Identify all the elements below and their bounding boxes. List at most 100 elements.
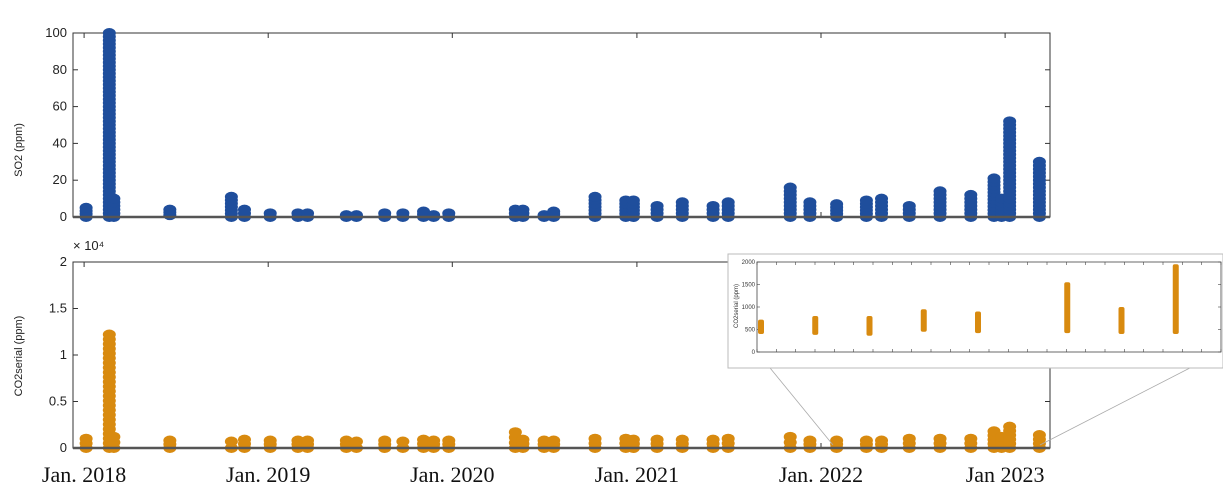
data-point — [675, 197, 689, 208]
data-point — [349, 436, 363, 447]
data-point-group — [803, 197, 817, 222]
inset-y-axis-label: CO2serial (ppm) — [734, 284, 740, 328]
data-point — [650, 200, 664, 211]
inset-bar — [920, 309, 927, 332]
data-point — [224, 436, 238, 447]
data-point-group — [588, 191, 602, 222]
data-point — [417, 434, 431, 445]
data-point — [301, 435, 315, 446]
data-point — [830, 435, 844, 446]
data-point-group — [301, 208, 315, 222]
data-point-group — [547, 435, 561, 453]
data-point-group — [427, 435, 441, 453]
data-point-group — [933, 433, 947, 453]
data-point-group — [783, 431, 797, 453]
data-point — [783, 182, 797, 193]
y-tick-label: 100 — [45, 25, 67, 40]
data-point-group — [1032, 156, 1046, 222]
data-point — [830, 199, 844, 210]
data-point — [237, 204, 251, 215]
y-tick-label: 0 — [60, 440, 67, 455]
data-point — [706, 434, 720, 445]
data-point — [902, 200, 916, 211]
data-point-group — [237, 204, 251, 222]
y-tick-label: 80 — [53, 62, 67, 77]
y-tick-label: 1.5 — [49, 301, 67, 316]
data-point — [875, 435, 889, 446]
data-point-group — [675, 197, 689, 222]
data-point-group — [875, 193, 889, 222]
x-date-label: Jan. 2019 — [226, 462, 310, 487]
inset-y-tick-labels: 0 500 1000 1500 2000 — [742, 260, 756, 356]
data-point — [547, 206, 561, 217]
data-point — [933, 433, 947, 444]
data-point-group — [830, 199, 844, 222]
data-point — [626, 434, 640, 445]
data-point-group — [1003, 116, 1017, 222]
data-point — [859, 195, 873, 206]
data-point-group — [79, 202, 93, 222]
data-point-group — [396, 208, 410, 222]
x-date-label: Jan. 2021 — [595, 462, 679, 487]
x-date-label: Jan. 2018 — [42, 462, 126, 487]
data-point — [547, 435, 561, 446]
co2-y-tick-labels: 0 0.5 1 1.5 2 — [49, 254, 67, 455]
data-point — [163, 204, 177, 215]
data-point — [107, 431, 121, 442]
data-point — [588, 191, 602, 202]
data-point-group — [547, 206, 561, 222]
x-date-label: Jan. 2020 — [410, 462, 494, 487]
data-point — [224, 191, 238, 202]
data-point-group — [1032, 429, 1046, 453]
inset-series — [758, 264, 1179, 336]
data-point-group — [859, 435, 873, 453]
data-point-group — [964, 433, 978, 453]
data-point — [783, 431, 797, 442]
so2-y-tick-labels: 0 20 40 60 80 100 — [45, 25, 67, 224]
data-point — [1003, 116, 1017, 127]
data-point — [1032, 429, 1046, 440]
data-point — [1003, 421, 1017, 432]
inset-y-tick-label: 0 — [752, 350, 756, 356]
inset-y-tick-label: 1000 — [742, 305, 756, 311]
data-point — [417, 206, 431, 217]
data-point-group — [721, 433, 735, 453]
data-point-group — [378, 435, 392, 453]
data-point — [442, 435, 456, 446]
data-point — [516, 204, 530, 215]
inset-y-tick-label: 1500 — [742, 283, 756, 289]
data-point — [588, 433, 602, 444]
data-point — [102, 329, 116, 340]
inset-bar — [812, 316, 819, 335]
data-point-group — [875, 435, 889, 453]
data-point-group — [516, 204, 530, 222]
data-point-group — [163, 435, 177, 453]
data-point-group — [650, 200, 664, 222]
data-point-group — [588, 433, 602, 453]
data-point — [650, 434, 664, 445]
data-point — [349, 210, 363, 221]
data-point — [378, 435, 392, 446]
y-tick-label: 60 — [53, 99, 67, 114]
data-point-group — [349, 436, 363, 453]
data-point — [107, 193, 121, 204]
data-point-group — [803, 435, 817, 453]
data-point-group — [79, 433, 93, 453]
data-point — [859, 435, 873, 446]
y-tick-label: 1 — [60, 347, 67, 362]
inset-bar — [866, 316, 873, 336]
data-point — [933, 186, 947, 197]
data-point — [706, 200, 720, 211]
inset-y-tick-label: 2000 — [742, 260, 756, 266]
data-point — [964, 433, 978, 444]
data-point-group — [902, 200, 916, 222]
data-point-group — [263, 435, 277, 453]
data-point — [721, 433, 735, 444]
so2-plot-frame — [72, 32, 1051, 218]
data-point — [875, 193, 889, 204]
data-point-group — [378, 208, 392, 222]
data-point-group — [442, 435, 456, 453]
so2-panel: SO2 (ppm) 0 20 40 60 80 100 — [13, 25, 1051, 224]
y-tick-label: 0 — [60, 209, 67, 224]
